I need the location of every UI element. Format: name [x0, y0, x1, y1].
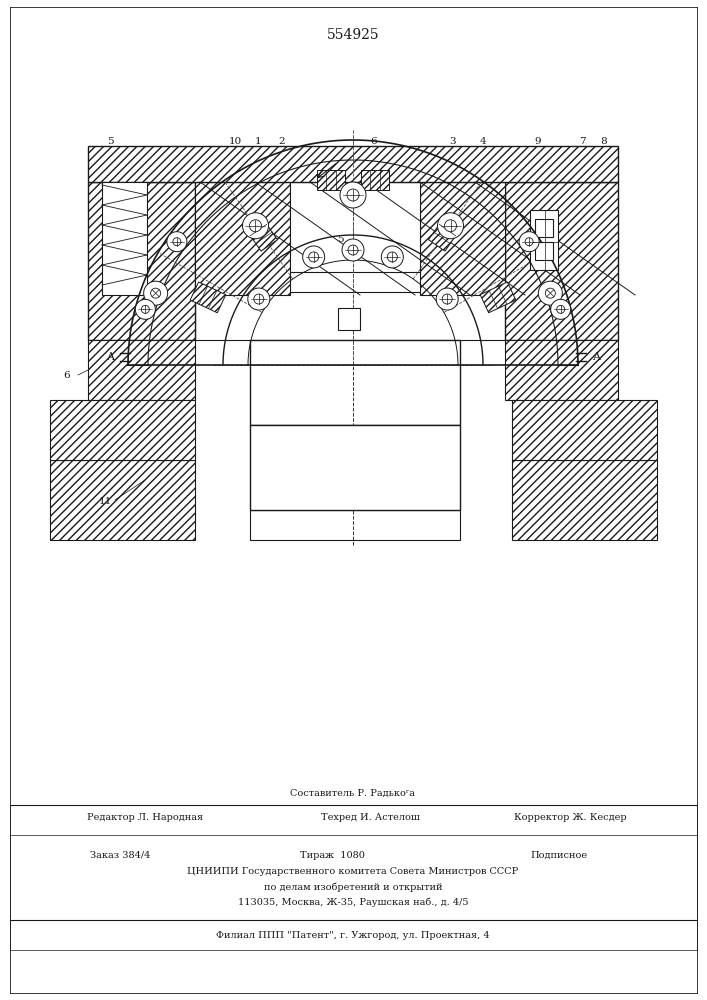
Text: А - А: А - А [385, 145, 416, 158]
Text: Корректор Ж. Кесдер: Корректор Ж. Кесдер [514, 814, 626, 822]
Polygon shape [317, 170, 345, 190]
Bar [102, 182, 147, 295]
Text: $\alpha$: $\alpha$ [340, 153, 350, 166]
Text: 2: 2 [279, 137, 286, 146]
Circle shape [254, 294, 264, 304]
Bar [195, 292, 515, 340]
Circle shape [387, 252, 397, 262]
Circle shape [243, 213, 269, 239]
Bar [535, 219, 553, 237]
Text: 7: 7 [579, 137, 585, 146]
Text: 3: 3 [450, 137, 456, 146]
Bar [195, 182, 290, 295]
Text: 9: 9 [534, 137, 542, 146]
Text: 6: 6 [370, 137, 378, 146]
Text: Составитель Р. Радькоʳа: Составитель Р. Радькоʳа [291, 788, 416, 798]
Bar [88, 146, 618, 182]
Text: Заказ 384/4: Заказ 384/4 [90, 850, 151, 859]
Circle shape [348, 245, 358, 255]
Circle shape [141, 305, 149, 313]
Bar [88, 340, 195, 400]
Polygon shape [428, 217, 461, 251]
Circle shape [381, 246, 403, 268]
Bar [420, 182, 505, 295]
Circle shape [551, 299, 571, 319]
Circle shape [144, 281, 168, 305]
Circle shape [342, 239, 364, 261]
Circle shape [347, 189, 359, 201]
Text: 10: 10 [228, 137, 242, 146]
Text: Тираж  1080: Тираж 1080 [300, 850, 365, 859]
Polygon shape [480, 282, 516, 313]
Bar [250, 425, 460, 510]
Text: 1: 1 [255, 137, 262, 146]
Bar [512, 460, 657, 540]
Text: Подписное: Подписное [530, 850, 587, 859]
Circle shape [250, 220, 262, 232]
Circle shape [556, 305, 565, 313]
Bar [338, 308, 360, 330]
Circle shape [151, 288, 160, 298]
Circle shape [545, 288, 555, 298]
Circle shape [167, 232, 187, 252]
Text: 11: 11 [98, 497, 112, 506]
Text: Техред И. Астелош: Техред И. Астелош [320, 814, 419, 822]
Polygon shape [190, 282, 226, 313]
Polygon shape [361, 170, 389, 190]
Circle shape [135, 299, 156, 319]
Text: 554925: 554925 [327, 28, 380, 42]
Bar [50, 400, 195, 460]
Circle shape [525, 238, 533, 246]
Text: 113035, Москва, Ж-35, Раушская наб., д. 4/5: 113035, Москва, Ж-35, Раушская наб., д. … [238, 897, 468, 907]
Circle shape [442, 294, 452, 304]
Text: ЦНИИПИ Государственного комитета Совета Министров СССР: ЦНИИПИ Государственного комитета Совета … [187, 867, 519, 876]
Circle shape [340, 182, 366, 208]
Bar [290, 182, 420, 272]
Bar [88, 182, 195, 340]
Text: 4: 4 [479, 137, 486, 146]
Circle shape [538, 281, 562, 305]
Bar [505, 340, 618, 400]
Text: 5: 5 [107, 137, 113, 146]
Text: 6: 6 [64, 370, 70, 379]
Bar [535, 242, 553, 260]
Polygon shape [245, 217, 277, 251]
Circle shape [309, 252, 319, 262]
Text: 8: 8 [601, 137, 607, 146]
Text: Редактор Л. Народная: Редактор Л. Народная [87, 814, 203, 822]
Circle shape [519, 232, 539, 252]
Circle shape [173, 238, 181, 246]
Bar [512, 400, 657, 460]
Circle shape [247, 288, 270, 310]
Bar [250, 340, 460, 425]
Text: по делам изобретений и открытий: по делам изобретений и открытий [264, 882, 443, 892]
Text: A: A [106, 352, 114, 362]
Bar [250, 510, 460, 540]
Text: A: A [592, 352, 600, 362]
Circle shape [438, 213, 464, 239]
Bar [505, 182, 618, 340]
Circle shape [436, 288, 458, 310]
Circle shape [303, 246, 325, 268]
Text: Филиал ППП "Патент", г. Ужгород, ул. Проектная, 4: Филиал ППП "Патент", г. Ужгород, ул. Про… [216, 930, 490, 940]
Circle shape [445, 220, 457, 232]
Bar [530, 210, 558, 270]
Text: 5: 5 [337, 235, 344, 244]
Bar [50, 460, 195, 540]
